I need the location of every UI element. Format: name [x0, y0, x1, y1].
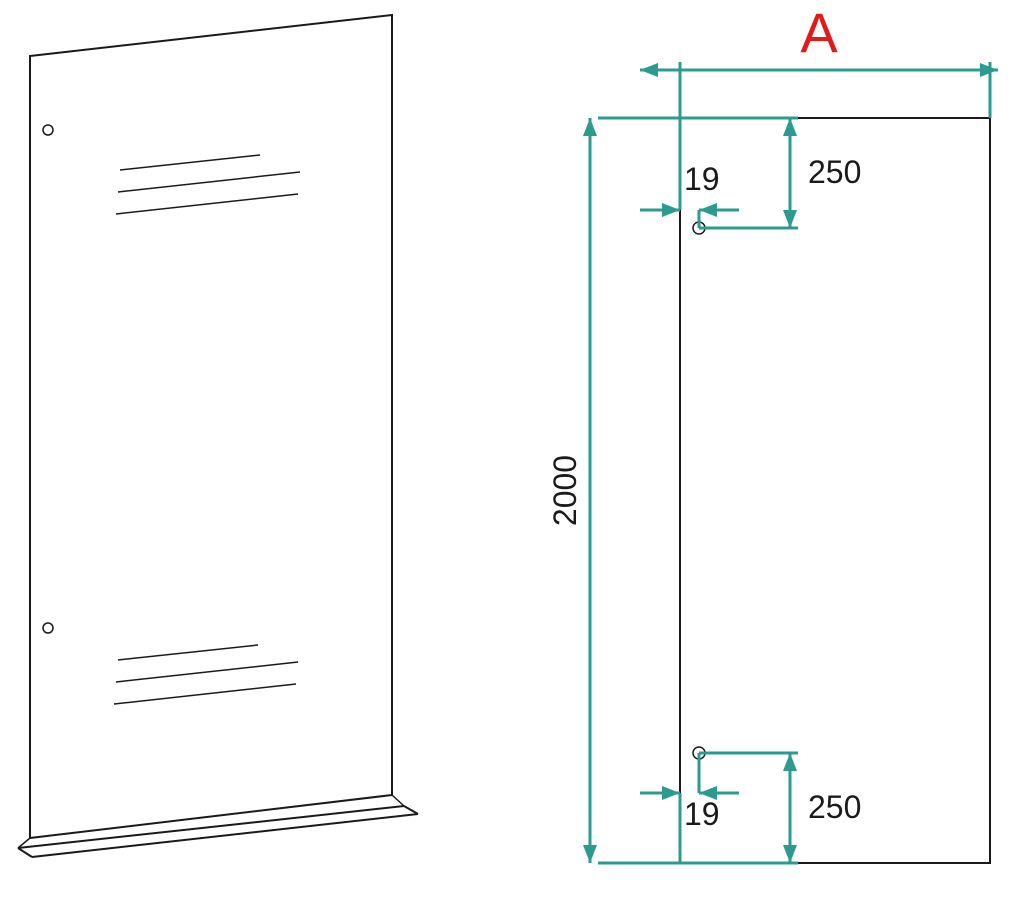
dimension-250-bottom: 250: [808, 789, 861, 825]
dimension-250-top: 250: [808, 154, 861, 190]
orthographic-panel: [680, 118, 990, 863]
dimension-height: 2000: [547, 455, 583, 526]
dimension-19-top: 19: [684, 161, 720, 197]
engineering-diagram: A 2000 250 250 19 19: [0, 0, 1020, 904]
isometric-panel: [30, 15, 392, 838]
dimension-label-a: A: [800, 1, 838, 64]
dimension-19-bottom: 19: [684, 796, 720, 832]
